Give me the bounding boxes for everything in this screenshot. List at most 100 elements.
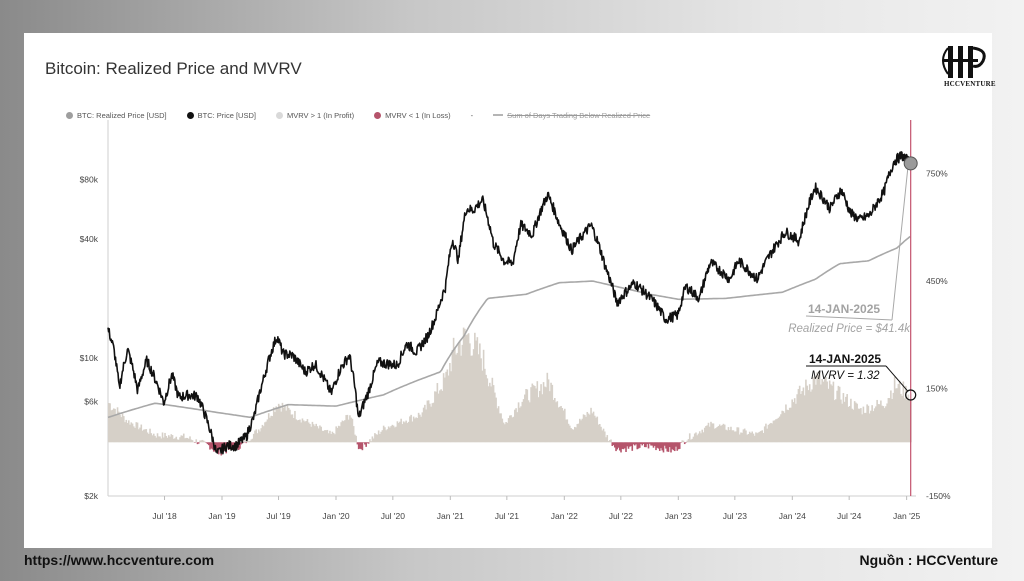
mvrv-bar (721, 424, 724, 443)
mvrv-bar (793, 398, 796, 443)
mvrv-bar (877, 404, 880, 443)
legend-item[interactable]: BTC: Realized Price [USD] (66, 111, 167, 120)
mvrv-bar (822, 381, 825, 443)
mvrv-bar (887, 398, 890, 443)
mvrv-bar (853, 401, 856, 443)
mvrv-bar (595, 417, 597, 443)
y-left-tick-label: $2k (84, 491, 98, 501)
mvrv-bar (700, 433, 702, 443)
mvrv-bar (199, 440, 201, 443)
mvrv-bar (332, 433, 335, 443)
mvrv-bar (366, 442, 369, 444)
x-tick-label: Jan '21 (437, 511, 464, 521)
mvrv-bar (426, 400, 429, 443)
mvrv-bar (647, 442, 650, 449)
mvrv-bar (120, 417, 123, 443)
mvrv-bar (331, 431, 334, 443)
x-tick-label: Jan '23 (665, 511, 692, 521)
mvrv-bar (792, 402, 795, 443)
mvrv-bar (385, 430, 387, 443)
mvrv-bar (573, 426, 576, 443)
mvrv-bar (472, 349, 475, 443)
mvrv-bar (209, 442, 211, 450)
mvrv-bar (207, 442, 210, 446)
mvrv-bar (360, 442, 362, 450)
mvrv-bar (326, 429, 329, 443)
mvrv-bar (411, 421, 414, 443)
mvrv-bar (167, 435, 170, 443)
mvrv-bar (305, 421, 307, 443)
mvrv-bar (297, 419, 300, 443)
mvrv-bar (620, 442, 622, 453)
mvrv-bar (597, 424, 600, 443)
legend-item[interactable]: MVRV < 1 (In Loss) (374, 111, 451, 120)
mvrv-bar (499, 413, 501, 443)
mvrv-bar (536, 381, 539, 443)
mvrv-bar (860, 408, 862, 443)
legend-item[interactable]: BTC: Price [USD] (186, 110, 256, 120)
mvrv-bar (720, 426, 722, 443)
mvrv-bar (626, 442, 629, 447)
mvrv-bar (711, 423, 714, 443)
mvrv-bar (165, 435, 168, 443)
mvrv-bar (144, 429, 146, 443)
mvrv-bar (281, 402, 284, 443)
mvrv-bar (733, 431, 736, 443)
mvrv-bar (289, 409, 291, 443)
mvrv-bar (467, 333, 470, 443)
legend-item[interactable]: - (471, 111, 474, 120)
mvrv-bar (611, 442, 614, 446)
mvrv-bar (686, 440, 689, 443)
mvrv-bar (896, 388, 898, 443)
mvrv-bar (147, 433, 150, 443)
x-tick-label: Jan '20 (322, 511, 349, 521)
mvrv-bar (450, 371, 452, 443)
x-tick-label: Jan '22 (551, 511, 578, 521)
mvrv-bar (603, 431, 606, 443)
mvrv-bar (607, 441, 610, 443)
mvrv-bar (751, 431, 754, 443)
mvrv-bar (505, 422, 507, 443)
mvrv-bar (522, 399, 525, 443)
mvrv-bar (174, 438, 176, 443)
x-tick-label: Jul '24 (837, 511, 862, 521)
mvrv-bar (420, 416, 422, 443)
mvrv-bar (497, 406, 500, 443)
x-tick-label: Jul '18 (152, 511, 177, 521)
mvrv-bar (697, 433, 700, 443)
legend-item[interactable]: MVRV > 1 (In Profit) (275, 111, 354, 120)
mvrv-bar (743, 428, 746, 443)
legend-item[interactable]: Sum of Days Trading Below Realized Price (493, 111, 650, 120)
mvrv-bar (856, 403, 858, 443)
mvrv-bar (377, 430, 380, 443)
mvrv-bar (407, 421, 410, 443)
mvrv-bar (405, 420, 407, 443)
mvrv-bar (546, 372, 549, 443)
mvrv-bar (517, 402, 520, 443)
legend-label: BTC: Price [USD] (197, 110, 256, 120)
x-tick-label: Jan '25 (893, 511, 920, 521)
mvrv-bar (395, 426, 397, 443)
mvrv-bar (494, 392, 496, 443)
mvrv-bar (444, 377, 446, 443)
mvrv-bar (658, 442, 661, 451)
mvrv-bar (134, 427, 136, 443)
mvrv-bar (731, 430, 734, 443)
mvrv-bar (357, 442, 360, 450)
mvrv-bar (618, 442, 621, 451)
mvrv-bar (591, 413, 594, 443)
mvrv-bar (242, 442, 245, 443)
mvrv-bar (818, 372, 821, 443)
mvrv-bar (367, 442, 370, 444)
mvrv-bar (382, 425, 385, 443)
mvrv-bar (847, 406, 850, 443)
mvrv-bar (110, 410, 113, 443)
mvrv-bar (613, 442, 616, 448)
mvrv-bar (800, 393, 802, 443)
mvrv-bar (337, 425, 340, 443)
mvrv-bar (489, 382, 491, 443)
mvrv-bar (126, 422, 129, 443)
mvrv-bar (682, 440, 685, 443)
mvrv-bar (728, 430, 731, 443)
mvrv-bar (249, 440, 251, 443)
